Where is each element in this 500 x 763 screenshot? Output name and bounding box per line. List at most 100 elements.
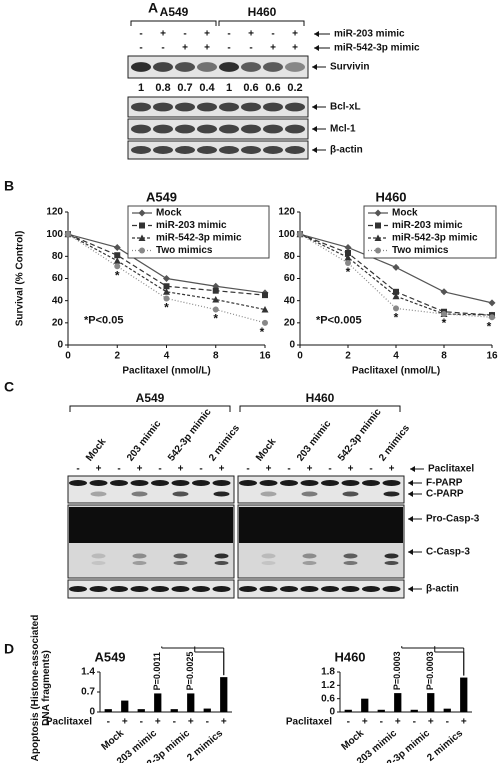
arrow-head bbox=[312, 147, 317, 153]
quantity: 0.6 bbox=[265, 82, 280, 94]
quantity: 0.4 bbox=[199, 82, 215, 94]
band bbox=[153, 62, 173, 72]
legend bbox=[127, 205, 270, 259]
sign: - bbox=[158, 464, 161, 475]
quantity: 1 bbox=[226, 82, 232, 94]
significance-marker: * bbox=[260, 325, 265, 339]
data-point bbox=[163, 288, 170, 295]
x-tick-label: + bbox=[428, 717, 434, 728]
band bbox=[261, 553, 276, 559]
data-point bbox=[113, 257, 121, 264]
band bbox=[214, 553, 229, 559]
significance-marker: * bbox=[164, 301, 169, 315]
x-tick-label: 16 bbox=[486, 351, 498, 362]
data-point bbox=[163, 295, 170, 302]
band bbox=[261, 561, 276, 565]
y-tick-label: 40 bbox=[284, 295, 296, 306]
band bbox=[131, 146, 151, 154]
x-axis-label: Paclitaxel bbox=[286, 717, 332, 728]
sign: + bbox=[137, 464, 143, 475]
data-point bbox=[392, 292, 400, 300]
group-label: Mock bbox=[339, 728, 366, 753]
significance-marker: * bbox=[213, 312, 218, 326]
sign: + bbox=[204, 29, 210, 40]
y-tick-label: 20 bbox=[284, 317, 296, 328]
group-label: Mock bbox=[254, 436, 279, 463]
band bbox=[219, 146, 239, 154]
band bbox=[300, 480, 319, 486]
band-label: F-PARP bbox=[426, 478, 463, 489]
band bbox=[302, 553, 317, 559]
x-axis-label: Paclitaxel (nmol/L) bbox=[352, 366, 440, 377]
p-value: P=0.0003 bbox=[392, 651, 402, 690]
band-label: Pro-Casp-3 bbox=[426, 514, 480, 525]
sign: + bbox=[178, 464, 184, 475]
x-tick-label: - bbox=[347, 717, 350, 728]
blot bbox=[127, 118, 309, 140]
band bbox=[300, 586, 319, 592]
group-label: Mock bbox=[84, 436, 109, 463]
chart-title: A549 bbox=[146, 189, 177, 204]
data-point bbox=[65, 231, 71, 238]
data-point bbox=[392, 263, 400, 271]
band bbox=[241, 102, 261, 112]
legend-label: Two mimics bbox=[392, 245, 449, 256]
bar bbox=[361, 698, 369, 712]
data-point bbox=[114, 252, 121, 259]
band bbox=[263, 146, 283, 154]
band bbox=[131, 102, 151, 112]
group-label: 2 mimics bbox=[207, 423, 242, 464]
y-tick-label: 120 bbox=[278, 207, 295, 218]
band-label: C-Casp-3 bbox=[426, 547, 470, 558]
x-tick-label: 0 bbox=[65, 351, 71, 362]
band bbox=[263, 62, 283, 72]
band bbox=[219, 102, 239, 112]
x-tick-label: + bbox=[221, 717, 227, 728]
band bbox=[383, 491, 400, 497]
y-tick-label: 1.4 bbox=[81, 667, 95, 678]
x-tick-label: 8 bbox=[441, 351, 447, 362]
y-tick-label: 1.2 bbox=[321, 680, 335, 691]
legend-marker bbox=[138, 209, 146, 217]
band bbox=[212, 480, 231, 486]
data-point bbox=[212, 296, 220, 303]
band bbox=[219, 124, 239, 134]
band bbox=[69, 480, 87, 486]
band bbox=[132, 561, 147, 565]
legend-marker bbox=[375, 247, 381, 254]
bracket bbox=[218, 20, 305, 26]
sign: + bbox=[307, 464, 313, 475]
legend-marker bbox=[138, 234, 146, 241]
x-tick-label: + bbox=[461, 717, 467, 728]
band bbox=[151, 480, 169, 486]
arrow-head bbox=[312, 126, 317, 132]
bar bbox=[170, 709, 178, 712]
band bbox=[212, 586, 231, 592]
band bbox=[197, 102, 217, 112]
bar bbox=[460, 677, 468, 712]
band bbox=[90, 491, 107, 497]
band bbox=[151, 586, 169, 592]
y-axis-label: Survival (% Control) bbox=[15, 231, 26, 327]
band bbox=[241, 62, 261, 72]
legend-label: miR-203 mimic bbox=[392, 220, 463, 231]
legend-label: Mock bbox=[156, 208, 182, 219]
quantity: 0.7 bbox=[177, 82, 192, 94]
arrow-head bbox=[408, 516, 413, 522]
legend-label: miR-203 mimic bbox=[156, 220, 227, 231]
bar bbox=[427, 693, 435, 712]
band bbox=[192, 586, 210, 592]
data-point bbox=[114, 263, 121, 270]
bracket bbox=[69, 405, 231, 412]
group-label: 203 mimic bbox=[295, 418, 334, 463]
band bbox=[175, 146, 195, 154]
significance-marker: * bbox=[487, 319, 492, 333]
y-tick-label: 0 bbox=[89, 707, 95, 718]
data-point bbox=[262, 292, 268, 299]
blot bbox=[67, 475, 235, 504]
band bbox=[153, 102, 173, 112]
legend-label: miR-542-3p mimic bbox=[392, 233, 478, 244]
y-tick-label: 1.8 bbox=[321, 667, 335, 678]
cell-line-label: H460 bbox=[306, 391, 335, 405]
